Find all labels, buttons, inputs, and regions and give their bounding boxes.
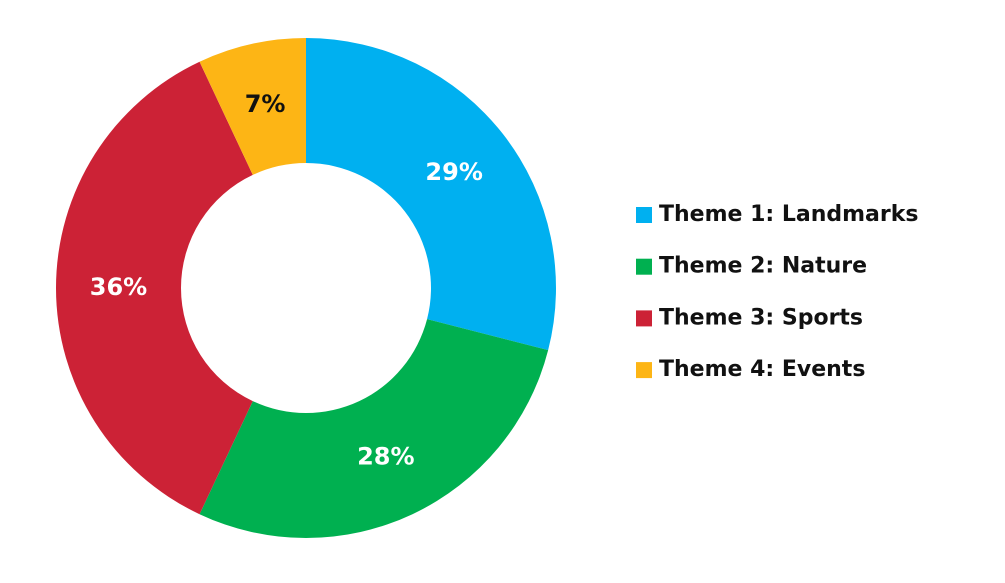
legend-label: Theme 4: Events <box>659 357 865 382</box>
legend-swatch <box>636 362 652 379</box>
legend-swatch <box>636 258 652 275</box>
value-label: 29% <box>425 158 482 186</box>
value-label: 28% <box>357 443 414 471</box>
legend-label: Theme 3: Sports <box>659 305 863 330</box>
legend-label: Theme 1: Landmarks <box>659 202 918 227</box>
value-label: 36% <box>90 273 147 301</box>
value-label: 7% <box>245 90 286 118</box>
donut-slice <box>199 38 306 175</box>
legend-label: Theme 2: Nature <box>659 254 867 279</box>
donut-slice <box>306 38 556 351</box>
legend-swatch <box>636 310 652 327</box>
donut-slice <box>199 319 549 539</box>
legend-swatch <box>636 207 652 223</box>
donut-slice <box>55 61 253 515</box>
